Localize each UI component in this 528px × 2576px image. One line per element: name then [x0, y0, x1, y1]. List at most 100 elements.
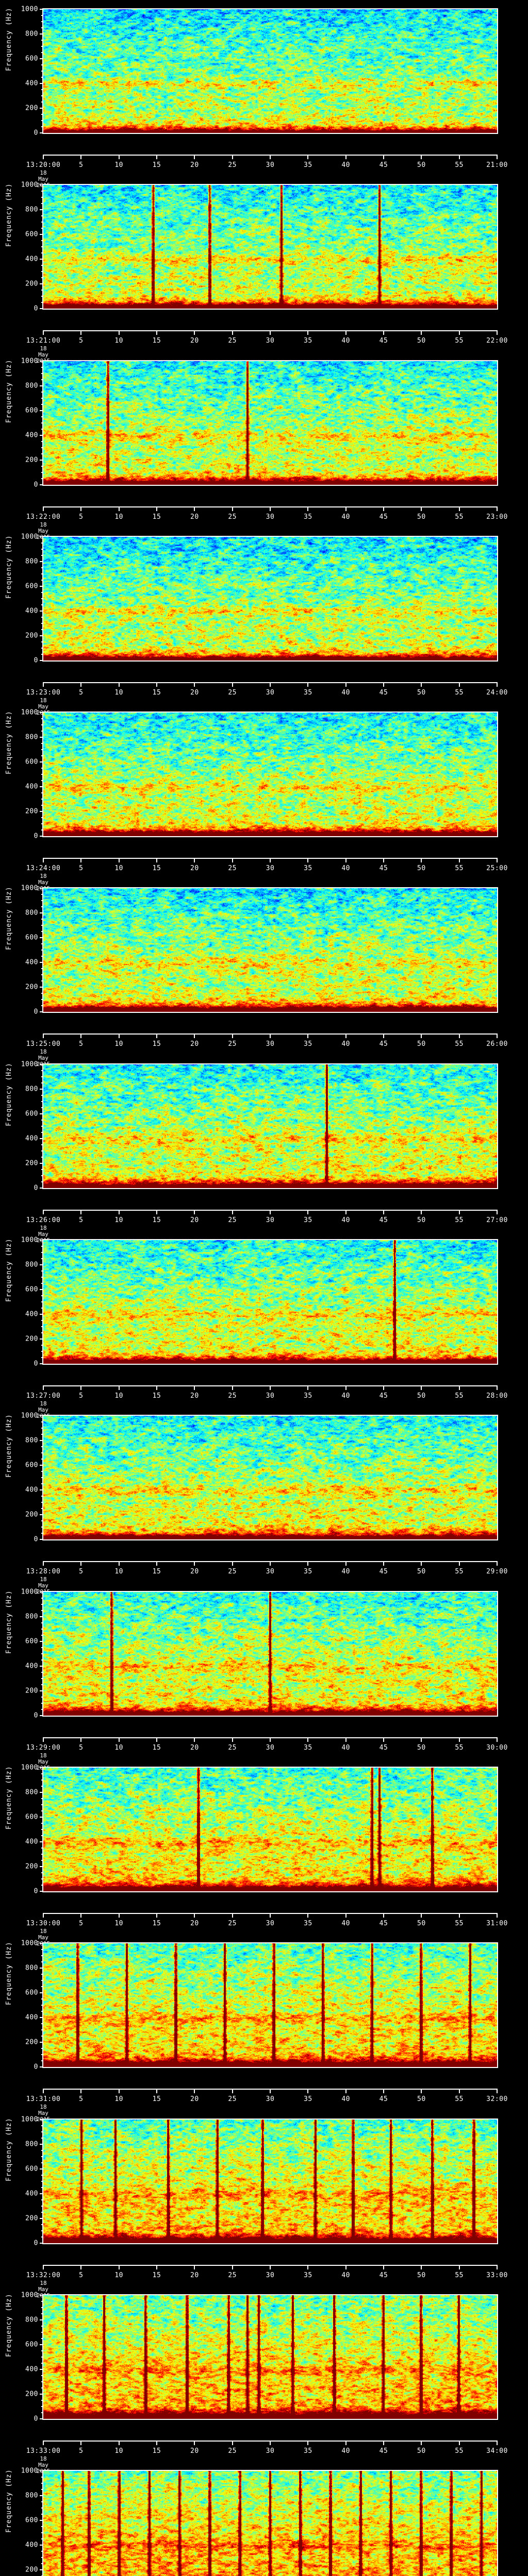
y-axis-tick-minor: [41, 2313, 43, 2314]
y-axis-tick-minor: [41, 993, 43, 994]
x-axis-tick: [458, 506, 460, 511]
x-axis-tick: [383, 506, 384, 511]
x-axis-tick: [194, 1912, 195, 1918]
y-axis-tick-minor: [41, 1773, 43, 1774]
y-axis-tick-major: [40, 1363, 43, 1365]
y-axis-tick-minor: [41, 2060, 43, 2062]
x-axis-tick-label: 45: [379, 513, 388, 521]
y-axis-tick-major: [40, 1138, 43, 1139]
x-axis-tick-label: 40: [341, 1743, 350, 1752]
spectrogram-panel: Frequency (Hz) 0 200 400 600 800 1000 13:26:00 5…: [0, 1055, 528, 1243]
x-axis-tick-label: 25: [228, 1216, 237, 1224]
y-axis-tick-label: 0: [34, 1184, 38, 1192]
x-axis-tick-label: 5: [79, 1568, 84, 1576]
y-axis-tick-minor: [41, 2381, 43, 2382]
y-axis-tick-minor: [41, 1884, 43, 1886]
y-axis-tick-label: 800: [25, 1261, 38, 1269]
y-axis-tick-minor: [41, 604, 43, 605]
x-axis-tick-label: 55: [455, 1392, 464, 1400]
x-axis-tick: [421, 1912, 422, 1918]
y-axis-tick-minor: [41, 573, 43, 574]
y-axis-tick-major: [40, 1539, 43, 1540]
y-axis-tick-minor: [41, 598, 43, 599]
axis-frame-line: [497, 360, 498, 486]
y-axis-tick-major: [40, 385, 43, 386]
y-axis-tick-major: [40, 1415, 43, 1417]
y-axis-tick-major: [40, 912, 43, 914]
y-axis-tick-label: 400: [25, 607, 38, 615]
axis-frame-line: [43, 184, 497, 185]
y-axis-tick-major: [40, 1665, 43, 1667]
x-axis-tick-label: 25: [228, 337, 237, 345]
axis-frame-line: [43, 1590, 497, 1592]
x-axis-tick-label: 40: [341, 1216, 350, 1224]
y-axis-tick-label: 1000: [21, 533, 38, 541]
x-axis-tick: [118, 2089, 120, 2094]
x-axis-tick: [118, 330, 120, 335]
x-axis-tick-label: 30: [266, 2271, 275, 2279]
y-axis-tick-major: [40, 2545, 43, 2546]
y-axis-tick-minor: [41, 447, 43, 448]
x-axis-tick-label: 24:00: [486, 688, 508, 697]
y-axis-tick-minor: [41, 471, 43, 473]
x-axis-tick-label: 55: [455, 1743, 464, 1752]
y-axis-tick-label: 1000: [21, 1764, 38, 1772]
y-axis-tick-minor: [41, 1150, 43, 1151]
x-axis-tick: [270, 2089, 271, 2094]
axis-frame-line: [43, 1063, 497, 1064]
y-axis-tick-major: [40, 2066, 43, 2068]
x-axis-tick-label: 45: [379, 1040, 388, 1048]
y-axis-tick-major: [40, 1767, 43, 1768]
x-axis-tick: [194, 155, 195, 159]
x-axis-tick: [497, 1209, 498, 1214]
axis-frame-line: [497, 535, 498, 662]
y-axis-tick-minor: [41, 1671, 43, 1673]
y-axis-tick-minor: [41, 95, 43, 96]
spectrogram-image: [43, 2471, 497, 2576]
x-axis-tick-label: 15: [152, 2447, 161, 2455]
axis-frame-line: [42, 2470, 43, 2576]
y-axis-tick-minor: [41, 1702, 43, 1704]
y-axis-tick-minor: [41, 653, 43, 655]
y-axis-tick-label: 600: [25, 934, 38, 942]
x-axis-tick-label: 5: [79, 1216, 84, 1224]
y-axis-tick-major: [40, 635, 43, 636]
x-axis-tick-label: 13:32:00: [26, 2271, 61, 2279]
x-axis-tick: [497, 330, 498, 335]
y-axis-tick-label: 800: [25, 1085, 38, 1093]
x-axis-tick-label: 40: [341, 337, 350, 345]
y-axis-tick-minor: [41, 2551, 43, 2552]
y-axis-tick-minor: [41, 1100, 43, 1102]
spectrogram-image: [43, 888, 497, 1012]
y-axis-tick-minor: [41, 999, 43, 1001]
spectrogram-panel: Frequency (Hz) 0 200 400 600 800 1000 13:27:00 5…: [0, 1231, 528, 1419]
x-axis-tick-label: 35: [304, 865, 312, 873]
y-axis-tick-major: [40, 1968, 43, 1969]
x-axis-tick: [497, 1737, 498, 1742]
plot-area: 0 200 400 600 800 1000: [21, 1061, 498, 1191]
x-axis-tick-label: 55: [455, 1040, 464, 1048]
y-axis-tick-label: 400: [25, 1662, 38, 1670]
y-axis-tick-label: 200: [25, 1511, 38, 1519]
y-axis-tick-minor: [41, 2362, 43, 2364]
y-axis-tick-minor: [41, 1421, 43, 1423]
x-axis-tick-label: 30: [266, 2447, 275, 2455]
x-axis-tick-label: 30: [266, 1743, 275, 1752]
x-axis-tick-label: 5: [79, 1919, 84, 1927]
x-axis-tick-label: 34:00: [486, 2447, 508, 2455]
y-axis-label: Frequency (Hz): [5, 1766, 13, 1829]
y-axis-tick-label: 400: [25, 255, 38, 263]
x-axis-tick-label: 25: [228, 1919, 237, 1927]
x-axis-tick-label: 55: [455, 1919, 464, 1927]
y-axis-tick-minor: [41, 579, 43, 581]
y-axis-tick-minor: [41, 296, 43, 297]
x-axis-tick-label: 45: [379, 688, 388, 697]
y-axis-tick-minor: [41, 1647, 43, 1648]
x-axis-tick-label: 10: [114, 2095, 123, 2104]
y-axis-label: Frequency (Hz): [5, 1414, 13, 1478]
plot-area: 0 200 400 600 800 1000: [21, 2116, 498, 2246]
x-axis-tick-label: 25: [228, 688, 237, 697]
y-axis-tick-minor: [41, 271, 43, 273]
axis-frame-line: [497, 2294, 498, 2420]
x-axis-tick-label: 10: [114, 513, 123, 521]
